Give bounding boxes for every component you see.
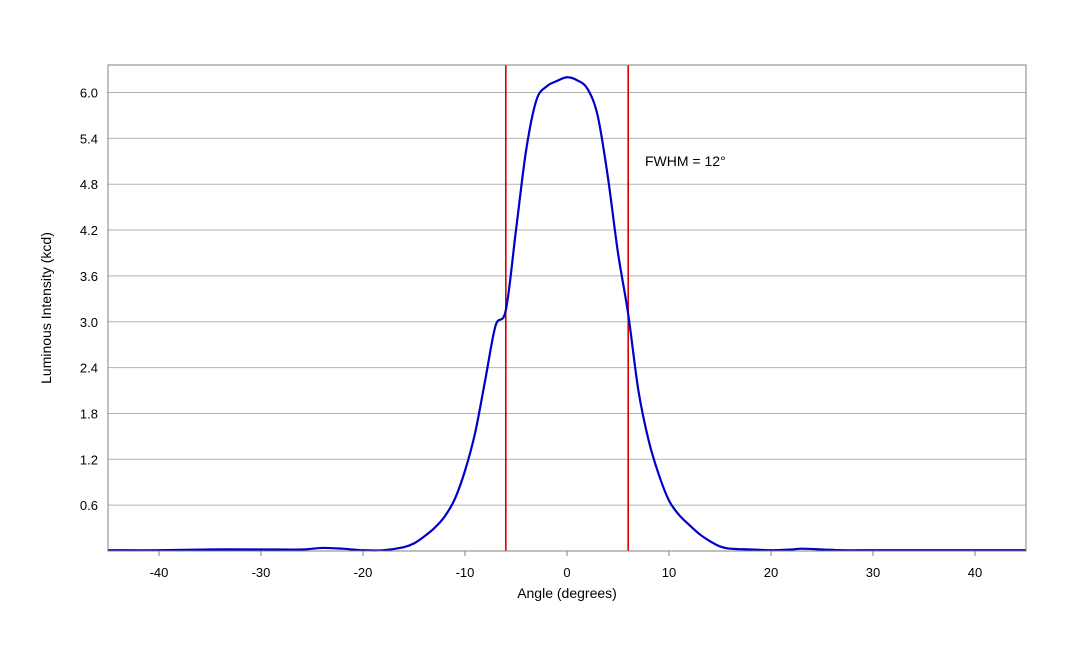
x-tick-label: -30 (252, 565, 271, 580)
x-axis-ticks: -40 -30 -20 -10 0 10 20 30 40 (108, 550, 1026, 580)
x-tick-label: -40 (150, 565, 169, 580)
intensity-curve (107, 76, 1026, 552)
y-tick-label: 3.0 (80, 315, 98, 330)
x-tick-label: 20 (764, 565, 778, 580)
y-tick-label: 3.6 (80, 269, 98, 284)
x-tick-label: -20 (354, 565, 373, 580)
x-tick-label: 30 (866, 565, 880, 580)
y-axis-ticks: 0.6 1.2 1.8 2.4 3.0 3.6 4.2 4.8 5.4 6.0 (80, 86, 98, 514)
fwhm-annotation: FWHM = 12° (645, 153, 726, 169)
y-tick-label: 1.8 (80, 406, 98, 421)
y-tick-label: 2.4 (80, 361, 98, 376)
y-tick-label: 1.2 (80, 452, 98, 467)
y-tick-label: 4.8 (80, 177, 98, 192)
x-tick-label: 10 (662, 565, 676, 580)
y-tick-label: 4.2 (80, 223, 98, 238)
grid-lines (108, 92, 1026, 506)
y-tick-label: 6.0 (80, 86, 98, 101)
x-tick-label: 0 (563, 565, 570, 580)
x-tick-label: -10 (456, 565, 475, 580)
y-axis-label: Luminous Intensity (kcd) (38, 232, 54, 384)
y-tick-label: 5.4 (80, 131, 98, 146)
x-tick-label: 40 (968, 565, 982, 580)
y-tick-label: 0.6 (80, 498, 98, 513)
x-axis-label: Angle (degrees) (517, 585, 617, 601)
series-group (107, 76, 1026, 552)
